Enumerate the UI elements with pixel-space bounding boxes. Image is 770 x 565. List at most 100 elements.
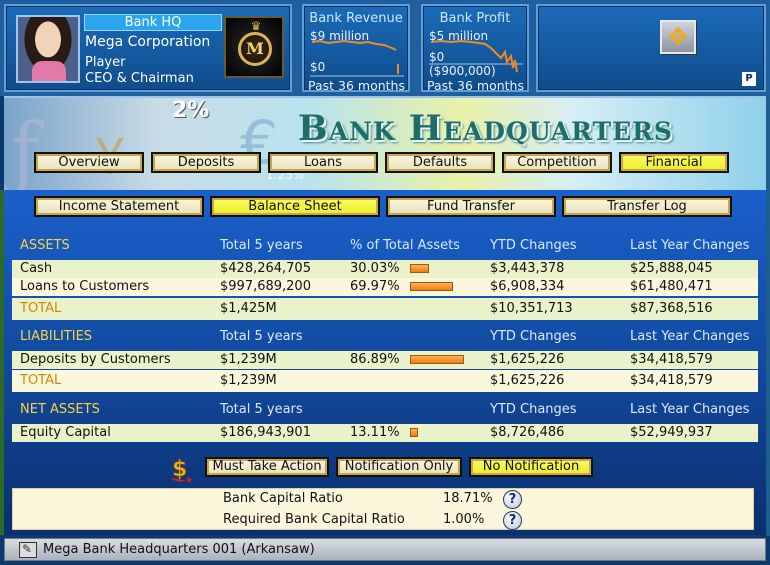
row-ytd: $8,726,486	[490, 425, 565, 440]
row-pct: 30.03%	[350, 261, 400, 276]
banner-decoration-letter: ƒ	[10, 106, 40, 190]
revenue-title: Bank Revenue	[309, 11, 403, 26]
profit-line	[430, 39, 518, 73]
net-assets-heading: NET ASSETS	[20, 402, 100, 417]
ratio-row: Required Bank Capital Ratio 1.00% ?	[13, 510, 753, 530]
pct-bar	[410, 355, 464, 364]
banner-decoration-percent: 2%	[172, 98, 210, 123]
notification-only-button[interactable]: Notification Only	[336, 457, 462, 477]
must-take-action-button[interactable]: Must Take Action	[205, 457, 329, 477]
no-notification-button[interactable]: No Notification	[469, 457, 593, 477]
row-total: $1,239M	[220, 373, 277, 388]
table-row: Loans to Customers $997,689,200 69.97% $…	[12, 278, 758, 296]
ratio-label: Bank Capital Ratio	[223, 491, 343, 506]
player-portrait	[16, 15, 80, 83]
move-button[interactable]: ✥	[660, 20, 696, 54]
pct-bar	[410, 282, 453, 291]
tab-deposits[interactable]: Deposits	[151, 152, 261, 173]
headquarters-banner: ƒ ¥ € 2% 1.25% Bank Headquarters	[4, 96, 766, 190]
liabilities-col-ytd: YTD Changes	[490, 329, 577, 344]
four-way-arrow-icon: ✥	[667, 23, 689, 51]
row-total: $997,689,200	[220, 279, 311, 294]
pct-bar	[410, 264, 429, 273]
pct-bar	[410, 428, 418, 437]
row-pct: 13.11%	[350, 425, 400, 440]
row-pct: 69.97%	[350, 279, 400, 294]
player-profile-panel: Bank HQ Mega Corporation Player CEO & Ch…	[4, 4, 292, 92]
subtab-balance-sheet[interactable]: Balance Sheet	[210, 196, 380, 217]
ratio-row: Bank Capital Ratio 18.71% ?	[13, 489, 753, 509]
tab-defaults[interactable]: Defaults	[385, 152, 495, 173]
net-assets-header: NET ASSETS Total 5 years YTD Changes Las…	[12, 399, 758, 421]
liabilities-total-row: TOTAL $1,239M $1,625,226 $34,418,579	[12, 370, 758, 392]
net-assets-col-last: Last Year Changes	[630, 402, 750, 417]
assets-col-total: Total 5 years	[220, 238, 303, 253]
assets-col-last: Last Year Changes	[630, 238, 750, 253]
assets-col-ytd: YTD Changes	[490, 238, 577, 253]
financial-panel: Income Statement Balance Sheet Fund Tran…	[4, 190, 766, 535]
page-title: Bank Headquarters	[298, 108, 673, 149]
row-last: $61,480,471	[630, 279, 713, 294]
table-row: Cash $428,264,705 30.03% $3,443,378 $25,…	[12, 260, 758, 278]
player-role: Player	[85, 55, 126, 70]
row-last: $87,368,516	[630, 301, 713, 316]
company-logo: ♛ M	[224, 16, 284, 78]
edit-icon[interactable]: ✎	[19, 542, 37, 558]
row-ytd: $1,625,226	[490, 352, 565, 367]
row-name: Loans to Customers	[20, 279, 150, 294]
table-row: Deposits by Customers $1,239M 86.89% $1,…	[12, 351, 758, 369]
p-button[interactable]: P	[742, 72, 756, 86]
tab-loans[interactable]: Loans	[268, 152, 378, 173]
liabilities-header: LIABILITIES Total 5 years YTD Changes La…	[12, 326, 758, 348]
row-name: Cash	[20, 261, 53, 276]
company-name: Mega Corporation	[85, 34, 211, 50]
liabilities-heading: LIABILITIES	[20, 329, 93, 344]
crown-icon: ♛	[250, 19, 262, 33]
subtab-transfer-log[interactable]: Transfer Log	[562, 196, 732, 217]
profit-period: Past 36 months	[427, 78, 524, 93]
help-icon[interactable]: ?	[503, 490, 522, 509]
row-ytd: $6,908,334	[490, 279, 565, 294]
net-assets-col-ytd: YTD Changes	[490, 402, 577, 417]
bank-hq-label[interactable]: Bank HQ	[84, 14, 222, 31]
assets-header: ASSETS Total 5 years % of Total Assets Y…	[12, 235, 758, 257]
tab-financial[interactable]: Financial	[619, 152, 729, 173]
row-total: $186,943,901	[220, 425, 311, 440]
liabilities-col-last: Last Year Changes	[630, 329, 750, 344]
row-ytd: $10,351,713	[490, 301, 573, 316]
assets-heading: ASSETS	[20, 238, 70, 253]
right-info-panel: ✥ P	[536, 4, 766, 92]
row-total: $1,425M	[220, 301, 277, 316]
liabilities-col-total: Total 5 years	[220, 329, 303, 344]
top-bar: Bank HQ Mega Corporation Player CEO & Ch…	[0, 0, 770, 96]
assets-total-row: TOTAL $1,425M $10,351,713 $87,368,516	[12, 298, 758, 320]
subtab-income-statement[interactable]: Income Statement	[34, 196, 204, 217]
row-ytd: $3,443,378	[490, 261, 565, 276]
dollar-alert-icon[interactable]: $	[168, 454, 194, 484]
row-name: Equity Capital	[20, 425, 111, 440]
table-row: Equity Capital $186,943,901 13.11% $8,72…	[12, 424, 758, 442]
svg-text:$: $	[172, 457, 187, 482]
bank-profit-widget[interactable]: Bank Profit $5 million $0 ($900,000) Pas…	[421, 4, 529, 93]
revenue-period: Past 36 months	[308, 78, 405, 93]
row-total: $428,264,705	[220, 261, 311, 276]
total-label: TOTAL	[20, 373, 62, 388]
tab-overview[interactable]: Overview	[34, 152, 144, 173]
ratio-value: 1.00%	[443, 512, 485, 527]
profit-top-label: $5 million	[429, 29, 489, 43]
assets-col-pct: % of Total Assets	[350, 238, 460, 253]
help-icon[interactable]: ?	[503, 511, 522, 530]
status-bar: ✎ Mega Bank Headquarters 001 (Arkansaw)	[4, 538, 766, 561]
revenue-zero-label: $0	[310, 60, 326, 74]
capital-ratio-box: Bank Capital Ratio 18.71% ? Required Ban…	[12, 488, 754, 530]
profit-title: Bank Profit	[439, 11, 511, 26]
row-last: $34,418,579	[630, 373, 713, 388]
row-name: Deposits by Customers	[20, 352, 171, 367]
tab-competition[interactable]: Competition	[502, 152, 612, 173]
revenue-top-label: $9 million	[310, 29, 370, 43]
profit-sparkline	[429, 39, 523, 73]
bank-revenue-widget[interactable]: Bank Revenue $9 million $0 Past 36 month…	[302, 4, 410, 93]
row-last: $25,888,045	[630, 261, 713, 276]
subtab-fund-transfer[interactable]: Fund Transfer	[386, 196, 556, 217]
ratio-label: Required Bank Capital Ratio	[223, 512, 405, 527]
